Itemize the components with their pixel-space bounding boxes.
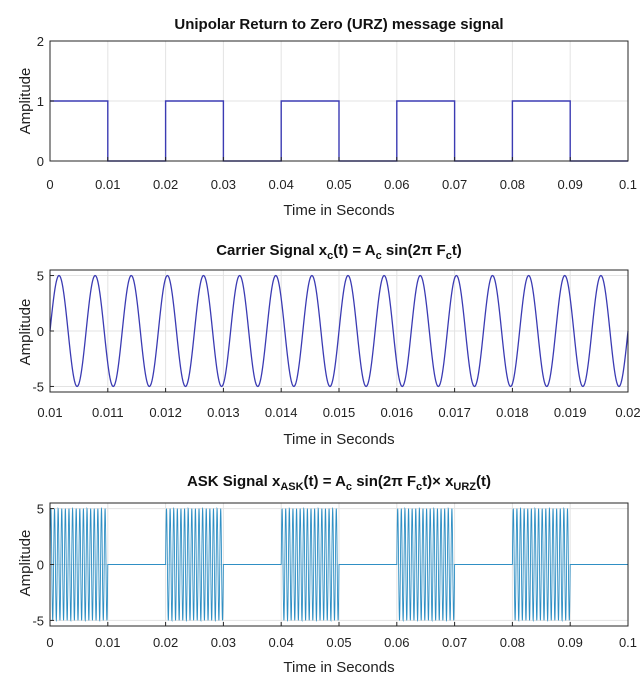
title-part: ASK	[280, 481, 303, 493]
ask-title: ASK Signal xASK(t) = Ac sin(2π Fct)× xUR…	[187, 473, 491, 493]
carrier-xlabel: Time in Seconds	[283, 431, 394, 448]
ask-ylabel: Amplitude	[17, 530, 34, 597]
x-tick-label: 0.08	[500, 635, 525, 650]
x-tick-label: 0.05	[326, 177, 351, 192]
x-tick-label: 0.011	[92, 405, 124, 420]
y-tick-label: 5	[37, 269, 44, 284]
x-tick-label: 0.09	[558, 635, 583, 650]
title-part: (t) = A	[333, 242, 376, 259]
x-tick-label: 0.1	[619, 635, 637, 650]
y-tick-label: 0	[37, 154, 44, 169]
x-tick-label: 0.014	[265, 405, 298, 420]
x-tick-label: 0.05	[326, 635, 351, 650]
x-tick-label: 0.02	[153, 177, 178, 192]
ask-signal-line	[49, 507, 628, 622]
x-tick-label: 0.019	[554, 405, 587, 420]
x-tick-label: 0	[46, 177, 53, 192]
y-tick-label: 5	[37, 502, 44, 517]
carrier-panel: Carrier Signal xc(t) = Ac sin(2π Fct) Ti…	[17, 242, 640, 448]
title-part: c	[446, 250, 452, 262]
x-tick-label: 0.02	[153, 635, 178, 650]
x-tick-label: 0.03	[211, 635, 236, 650]
x-tick-label: 0.01	[95, 635, 120, 650]
x-tick-label: 0.015	[323, 405, 356, 420]
title-part: sin(2π F	[352, 473, 416, 490]
x-tick-label: 0	[46, 635, 53, 650]
x-tick-label: 0.06	[384, 177, 409, 192]
x-tick-label: 0.1	[619, 177, 637, 192]
carrier-ylabel: Amplitude	[17, 299, 34, 366]
x-tick-label: 0.04	[269, 177, 294, 192]
title-part: ASK Signal x	[187, 473, 281, 490]
x-tick-label: 0.04	[269, 635, 294, 650]
x-tick-label: 0.018	[496, 405, 529, 420]
x-tick-label: 0.06	[384, 635, 409, 650]
carrier-grid	[49, 270, 629, 392]
title-part: t)× x	[422, 473, 454, 490]
x-tick-label: 0.08	[500, 177, 525, 192]
ask-xlabel: Time in Seconds	[283, 659, 394, 676]
x-tick-label: 0.09	[558, 177, 583, 192]
x-tick-label: 0.017	[438, 405, 471, 420]
title-part: (t)	[476, 473, 491, 490]
y-tick-label: 0	[37, 324, 44, 339]
y-tick-label: 2	[37, 34, 44, 49]
title-part: c	[416, 481, 422, 493]
x-tick-label: 0.03	[211, 177, 236, 192]
title-part: t)	[452, 242, 462, 259]
title-part: URZ	[453, 481, 476, 493]
urz-title: Unipolar Return to Zero (URZ) message si…	[174, 16, 503, 33]
carrier-title: Carrier Signal xc(t) = Ac sin(2π Fct)	[216, 242, 462, 262]
title-part: c	[327, 250, 333, 262]
x-tick-label: 0.016	[381, 405, 414, 420]
title-part: c	[376, 250, 382, 262]
title-part: (t) = A	[304, 473, 347, 490]
y-tick-label: -5	[32, 379, 44, 394]
x-tick-label: 0.01	[95, 177, 120, 192]
title-part: Carrier Signal x	[216, 242, 328, 259]
title-part: c	[346, 481, 352, 493]
y-tick-label: 0	[37, 558, 44, 573]
title-part: sin(2π F	[382, 242, 446, 259]
y-tick-label: -5	[32, 613, 44, 628]
ask-panel: ASK Signal xASK(t) = Ac sin(2π Fct)× xUR…	[17, 473, 637, 676]
x-tick-label: 0.013	[207, 405, 240, 420]
x-tick-label: 0.01	[37, 405, 62, 420]
urz-ylabel: Amplitude	[17, 68, 34, 135]
x-tick-label: 0.07	[442, 177, 467, 192]
x-tick-label: 0.012	[149, 405, 182, 420]
x-tick-label: 0.02	[615, 405, 640, 420]
urz-xlabel: Time in Seconds	[283, 202, 394, 219]
urz-signal-line	[50, 100, 628, 162]
x-tick-label: 0.07	[442, 635, 467, 650]
urz-message-panel: Unipolar Return to Zero (URZ) message si…	[17, 16, 637, 219]
y-tick-label: 1	[37, 94, 44, 109]
carrier-signal-line	[49, 274, 629, 388]
